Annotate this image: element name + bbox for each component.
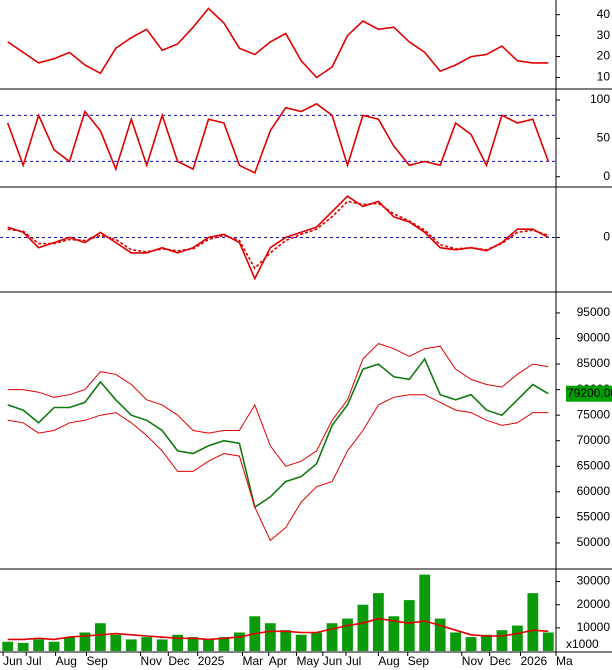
series-line [7, 7, 549, 79]
y-tick-label: 40 [597, 7, 611, 21]
bar [33, 639, 45, 651]
bar [450, 632, 462, 651]
y-tick-label: 75000 [577, 407, 611, 421]
y-tick-label: 50 [597, 131, 611, 145]
bar [280, 630, 292, 651]
last-price-box [566, 385, 612, 402]
bar [527, 593, 539, 651]
bar [511, 625, 523, 651]
bar [481, 634, 492, 651]
bar [125, 639, 137, 651]
y-tick-label: 95000 [577, 305, 611, 319]
bar [419, 574, 431, 651]
bar [295, 634, 307, 651]
bar [233, 632, 245, 651]
bar [17, 642, 29, 651]
x-tick-label: Dec [490, 654, 511, 668]
y-tick-label: 85000 [577, 356, 611, 370]
bar [2, 641, 14, 651]
series-line [7, 200, 549, 270]
bar [94, 623, 106, 651]
bar [48, 641, 60, 651]
y-tick-label: 65000 [577, 458, 611, 472]
y-tick-label: 0 [603, 169, 610, 183]
x-tick-label: Mar [242, 654, 263, 668]
y-tick-label: 30 [597, 28, 611, 42]
y-tick-label: 0 [603, 230, 610, 244]
y-tick-label: 90000 [577, 331, 611, 345]
bar [218, 637, 230, 651]
x-tick-label: Aug [56, 654, 77, 668]
bar [141, 637, 153, 651]
bar [79, 632, 91, 651]
x-tick-label: Nov [141, 654, 162, 668]
bar [64, 637, 75, 651]
y-tick-label: 50000 [577, 535, 611, 549]
bar [465, 637, 477, 651]
y-tick-label: 30000 [577, 574, 611, 588]
bar [311, 632, 323, 651]
series-line [7, 617, 549, 641]
x-tick-label: 2025 [198, 654, 225, 668]
y-tick-label: 10000 [577, 620, 611, 634]
x-tick-label: Dec [168, 654, 189, 668]
bar [357, 604, 369, 651]
series-line [7, 357, 549, 509]
bar [496, 630, 508, 651]
bar [187, 637, 199, 651]
bar [326, 623, 338, 651]
x-tick-label: Jun [3, 654, 22, 668]
last-price-label: 79200.00 [567, 386, 612, 400]
x-tick-label: Ma [556, 654, 573, 668]
y-tick-label: 20000 [577, 597, 611, 611]
unit-label: x1000 [566, 637, 599, 651]
bar [264, 623, 276, 651]
y-tick-label: 20 [597, 49, 611, 63]
bar [342, 618, 353, 651]
y-tick-label: 55000 [577, 510, 611, 524]
series-line [7, 394, 549, 542]
x-tick-label: Jun [323, 654, 342, 668]
bar [110, 634, 122, 651]
bar [372, 593, 384, 651]
x-tick-label: May [297, 654, 320, 668]
bar [434, 618, 446, 651]
series-line [7, 195, 549, 281]
x-tick-label: Sep [86, 654, 108, 668]
x-tick-label: Jul [26, 654, 41, 668]
bar [156, 639, 168, 651]
x-tick-label: Nov [462, 654, 483, 668]
x-tick-label: Aug [378, 654, 399, 668]
bar [388, 616, 400, 651]
y-tick-label: 70000 [577, 433, 611, 447]
bar [403, 600, 415, 651]
x-tick-label: 2026 [520, 654, 547, 668]
x-tick-label: Apr [269, 654, 288, 668]
y-tick-label: 60000 [577, 484, 611, 498]
x-tick-label: Sep [408, 654, 430, 668]
y-tick-label: 10 [597, 70, 611, 84]
bar [203, 639, 214, 651]
bar [542, 632, 554, 651]
series-line [6, 102, 550, 175]
bar [172, 634, 184, 651]
series-line [7, 343, 549, 467]
x-tick-label: Jul [346, 654, 361, 668]
y-tick-label: 100 [590, 92, 610, 106]
